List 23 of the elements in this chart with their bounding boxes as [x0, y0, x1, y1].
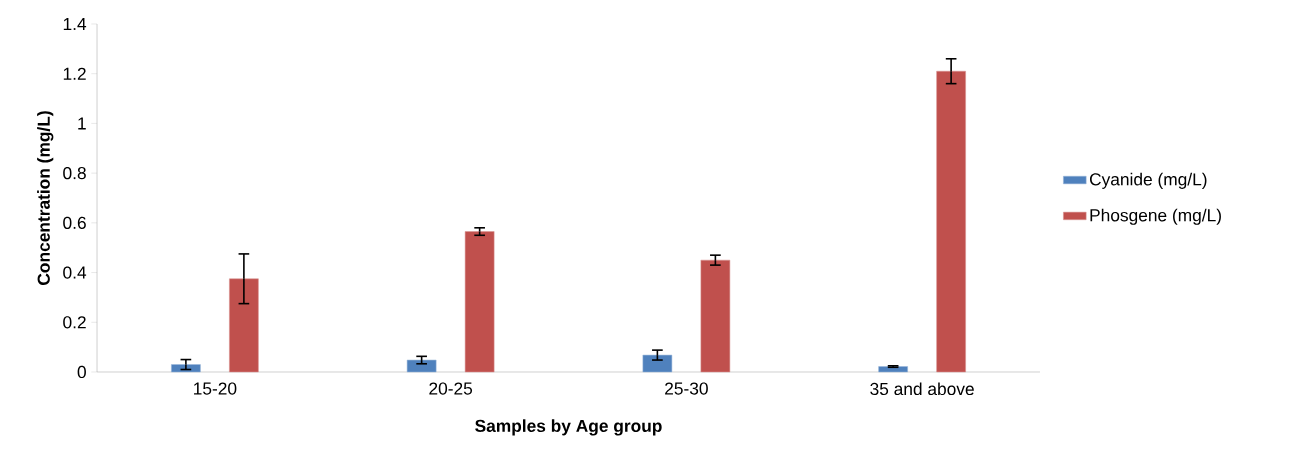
x-axis-title: Samples by Age group — [475, 419, 662, 436]
y-tick-label: 0.8 — [63, 166, 86, 180]
y-tick-label: 0.6 — [63, 216, 86, 229]
y-tick-label: 1.2 — [63, 67, 86, 80]
y-tick-label: 0.2 — [63, 316, 86, 329]
x-tick-label: 25-30 — [665, 382, 708, 395]
x-tick-label: 15-20 — [194, 382, 237, 395]
x-tick-label: 20-25 — [429, 382, 473, 395]
bar — [700, 259, 731, 373]
y-axis-title: Concentration (mg/L) — [37, 111, 54, 285]
legend-label: Cyanide (mg/L) — [1089, 172, 1207, 189]
bar — [464, 231, 495, 373]
bar — [229, 278, 259, 373]
y-tick-label: 0 — [77, 365, 86, 379]
bar — [936, 70, 966, 373]
bar — [406, 359, 437, 373]
y-tick-label: 1.4 — [63, 18, 87, 30]
bar — [171, 364, 201, 373]
legend-label: Phosgene (mg/L) — [1090, 208, 1221, 225]
bar — [642, 354, 673, 373]
x-tick-label: 35 and above — [870, 382, 974, 396]
y-tick-label: 0.4 — [63, 266, 87, 279]
y-tick-label: 1 — [78, 117, 86, 130]
